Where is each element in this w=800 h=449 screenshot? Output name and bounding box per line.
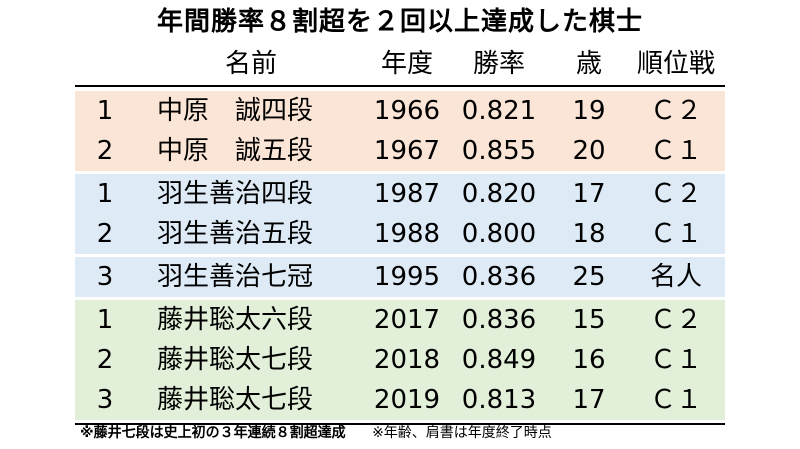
footnote-age-title: ※年齢、肩書は年度終了時点 xyxy=(372,425,552,441)
row-year: 2018 xyxy=(373,345,441,375)
row-name: 羽生善治七冠 xyxy=(157,262,314,292)
row-win-rate: 0.800 xyxy=(461,219,537,249)
row-age: 17 xyxy=(572,385,606,415)
group-habu-early: 1 羽生善治四段 1987 0.820 17 Ｃ２ 2 羽生善治五段 1988 … xyxy=(75,174,725,257)
row-year: 1988 xyxy=(373,219,441,249)
row-index: 2 xyxy=(96,345,114,375)
row-age: 25 xyxy=(572,262,606,292)
table-header-row: 名前 年度 勝率 歳 順位戦 xyxy=(75,44,725,84)
header-rank-league: 順位戦 xyxy=(636,49,715,79)
row-name: 藤井聡太七段 xyxy=(157,385,314,415)
row-age: 19 xyxy=(572,96,606,126)
row-age: 15 xyxy=(572,305,606,335)
row-name: 中原 誠四段 xyxy=(157,96,314,126)
records-table: 名前 年度 勝率 歳 順位戦 1 中原 誠四段 1966 0.821 19 Ｃ２… xyxy=(75,44,725,425)
row-name: 藤井聡太七段 xyxy=(157,345,314,375)
row-name: 中原 誠五段 xyxy=(157,136,314,166)
row-year: 2019 xyxy=(373,385,441,415)
row-index: 2 xyxy=(96,136,114,166)
table-row: 1 中原 誠四段 1966 0.821 19 Ｃ２ xyxy=(75,91,725,131)
row-rank-league: Ｃ２ xyxy=(649,96,702,126)
table-bottom-divider xyxy=(75,423,725,425)
table-row: 2 中原 誠五段 1967 0.855 20 Ｃ１ xyxy=(75,131,725,171)
row-rank-league: Ｃ１ xyxy=(649,345,702,375)
row-rank-league: 名人 xyxy=(649,262,702,292)
header-age: 歳 xyxy=(575,49,602,79)
row-win-rate: 0.849 xyxy=(461,345,537,375)
table-row: 1 藤井聡太六段 2017 0.836 15 Ｃ２ xyxy=(75,300,725,340)
row-win-rate: 0.813 xyxy=(461,385,537,415)
row-rank-league: Ｃ１ xyxy=(649,219,702,249)
row-age: 16 xyxy=(572,345,606,375)
footnotes: ※藤井七段は史上初の３年連続８割超達成 ※年齢、肩書は年度終了時点 xyxy=(80,421,552,445)
row-win-rate: 0.855 xyxy=(461,136,537,166)
header-name: 名前 xyxy=(224,49,277,79)
group-fujii: 1 藤井聡太六段 2017 0.836 15 Ｃ２ 2 藤井聡太七段 2018 … xyxy=(75,300,725,423)
row-index: 1 xyxy=(96,96,114,126)
header-divider xyxy=(75,85,725,87)
header-index xyxy=(75,44,135,84)
row-index: 3 xyxy=(96,385,114,415)
table-row: 1 羽生善治四段 1987 0.820 17 Ｃ２ xyxy=(75,174,725,214)
table-row: 2 藤井聡太七段 2018 0.849 16 Ｃ１ xyxy=(75,340,725,380)
row-year: 1987 xyxy=(373,179,441,209)
table-row: 3 藤井聡太七段 2019 0.813 17 Ｃ１ xyxy=(75,380,725,420)
row-name: 羽生善治四段 xyxy=(157,179,314,209)
row-age: 20 xyxy=(572,136,606,166)
page-title: 年間勝率８割超を２回以上達成した棋士 xyxy=(156,7,643,37)
row-win-rate: 0.820 xyxy=(461,179,537,209)
row-win-rate: 0.821 xyxy=(461,96,537,126)
row-rank-league: Ｃ２ xyxy=(649,305,702,335)
table-row: 2 羽生善治五段 1988 0.800 18 Ｃ１ xyxy=(75,214,725,254)
row-index: 3 xyxy=(96,262,114,292)
header-year: 年度 xyxy=(380,49,433,79)
footnote-fujii: ※藤井七段は史上初の３年連続８割超達成 xyxy=(80,425,346,441)
row-year: 1967 xyxy=(373,136,441,166)
row-rank-league: Ｃ１ xyxy=(649,385,702,415)
row-index: 2 xyxy=(96,219,114,249)
row-rank-league: Ｃ１ xyxy=(649,136,702,166)
row-year: 1966 xyxy=(373,96,441,126)
row-age: 18 xyxy=(572,219,606,249)
row-win-rate: 0.836 xyxy=(461,305,537,335)
group-nakahara: 1 中原 誠四段 1966 0.821 19 Ｃ２ 2 中原 誠五段 1967 … xyxy=(75,91,725,174)
row-name: 藤井聡太六段 xyxy=(157,305,314,335)
row-year: 2017 xyxy=(373,305,441,335)
row-year: 1995 xyxy=(373,262,441,292)
row-win-rate: 0.836 xyxy=(461,262,537,292)
table-row: 3 羽生善治七冠 1995 0.836 25 名人 xyxy=(75,257,725,297)
row-index: 1 xyxy=(96,305,114,335)
row-rank-league: Ｃ２ xyxy=(649,179,702,209)
header-win-rate: 勝率 xyxy=(472,49,525,79)
row-age: 17 xyxy=(572,179,606,209)
group-habu-seven-crowns: 3 羽生善治七冠 1995 0.836 25 名人 xyxy=(75,257,725,300)
row-name: 羽生善治五段 xyxy=(157,219,314,249)
row-index: 1 xyxy=(96,179,114,209)
